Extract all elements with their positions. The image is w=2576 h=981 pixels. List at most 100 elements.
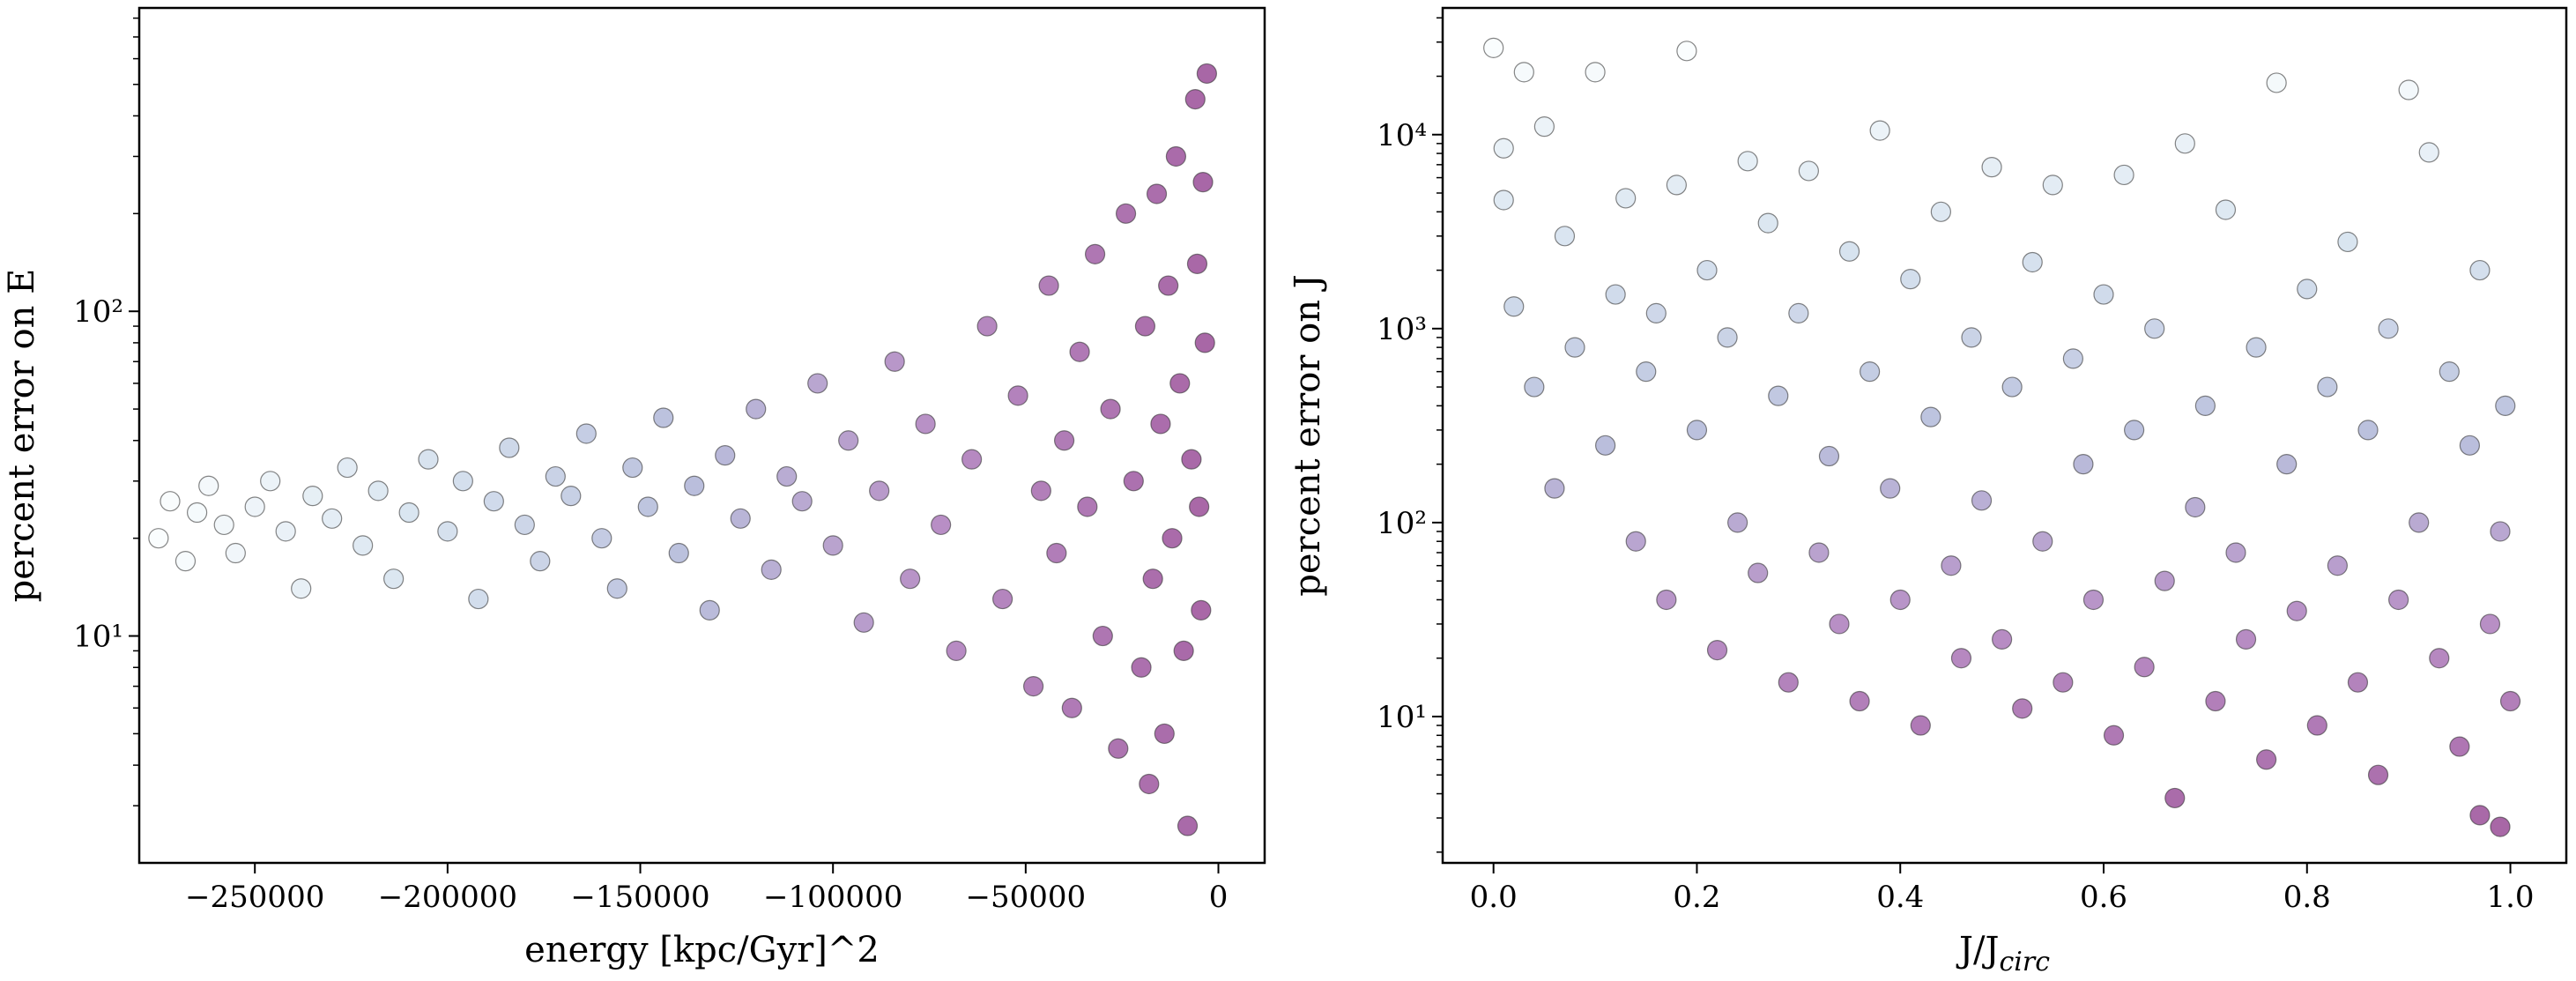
point (2297, 279, 2318, 300)
point (2469, 259, 2491, 281)
point (1860, 361, 1881, 383)
point (2449, 736, 2470, 757)
point (1981, 157, 2002, 178)
point (761, 559, 782, 580)
point (1524, 376, 1545, 398)
x-axis-label-sub: circ (2000, 947, 2051, 977)
point (992, 588, 1013, 610)
x-tick-label: 1.0 (2486, 880, 2534, 915)
point (1108, 738, 1129, 759)
point (1007, 385, 1028, 406)
point (2032, 531, 2053, 552)
point (2306, 715, 2327, 736)
point (1748, 562, 1769, 583)
point (437, 521, 458, 542)
point (2001, 376, 2023, 398)
point (2469, 805, 2491, 826)
point (1077, 496, 1098, 517)
point (560, 486, 582, 507)
point (2276, 454, 2298, 475)
point (1900, 269, 1921, 290)
point (2388, 589, 2409, 611)
point (1173, 640, 1194, 661)
point (1849, 690, 1870, 712)
point (2409, 512, 2430, 533)
y-axis-label: percent error on E (2, 269, 42, 603)
point (838, 430, 859, 451)
point (1146, 183, 1168, 204)
point (302, 486, 323, 507)
point (1950, 648, 1972, 669)
point (900, 569, 921, 590)
point (791, 491, 813, 512)
point (2073, 454, 2094, 475)
x-tick-label: −250000 (185, 880, 324, 915)
point (1615, 188, 1637, 209)
point (1069, 341, 1090, 362)
axes-frame (1441, 6, 2568, 865)
point (1727, 512, 1748, 533)
point (148, 528, 169, 549)
point (1493, 190, 1514, 211)
point (1686, 420, 1708, 441)
point (2286, 600, 2307, 621)
point (1737, 151, 1758, 172)
point (1788, 302, 1809, 323)
point (1142, 569, 1163, 590)
point (1564, 337, 1585, 358)
x-tick-label: −200000 (378, 880, 517, 915)
x-axis-label-main: J/J (1956, 930, 2000, 970)
point (1092, 625, 1113, 647)
point (291, 578, 312, 599)
point (869, 480, 890, 502)
point (884, 351, 905, 372)
point (2317, 376, 2338, 398)
x-tick-label: 0.8 (2283, 880, 2331, 915)
x-tick-label: 0.0 (1470, 880, 1518, 915)
point (275, 521, 296, 542)
point (1150, 413, 1171, 435)
point (1158, 275, 1179, 296)
point (1930, 201, 1951, 222)
point (1706, 640, 1728, 661)
point (2337, 231, 2358, 253)
point (1115, 203, 1137, 224)
axes-frame (137, 6, 1266, 865)
point (514, 514, 535, 536)
point (1971, 490, 1993, 511)
point (2144, 318, 2165, 339)
point (2439, 361, 2460, 383)
point (174, 551, 197, 572)
point (1023, 676, 1044, 697)
point (186, 502, 208, 524)
point (730, 508, 751, 529)
point (699, 599, 720, 621)
point (1778, 672, 1799, 693)
point (244, 496, 265, 517)
point (1645, 302, 1667, 323)
point (160, 491, 181, 512)
point (2012, 698, 2033, 719)
point (1798, 160, 1819, 182)
x-axis-label: J/Jcirc (1956, 930, 2050, 977)
point (1192, 172, 1214, 193)
point (653, 407, 674, 428)
point (1757, 212, 1778, 234)
point (1165, 145, 1187, 167)
point (1162, 528, 1183, 549)
point (1053, 430, 1075, 451)
y-tick-label: 10² (73, 294, 123, 330)
y-tick-label: 10⁴ (1377, 118, 1427, 153)
point (1194, 332, 1215, 353)
point (1941, 555, 1962, 576)
point (1818, 445, 1840, 467)
point (468, 588, 489, 610)
point (1177, 815, 1199, 836)
point (2378, 318, 2399, 339)
point (1880, 478, 1901, 499)
point (1503, 296, 1525, 317)
point (1100, 398, 1121, 420)
point (1123, 471, 1144, 492)
y-tick-label: 10³ (1377, 312, 1427, 347)
x-axis-label: energy [kpc/Gyr]^2 (524, 930, 880, 970)
